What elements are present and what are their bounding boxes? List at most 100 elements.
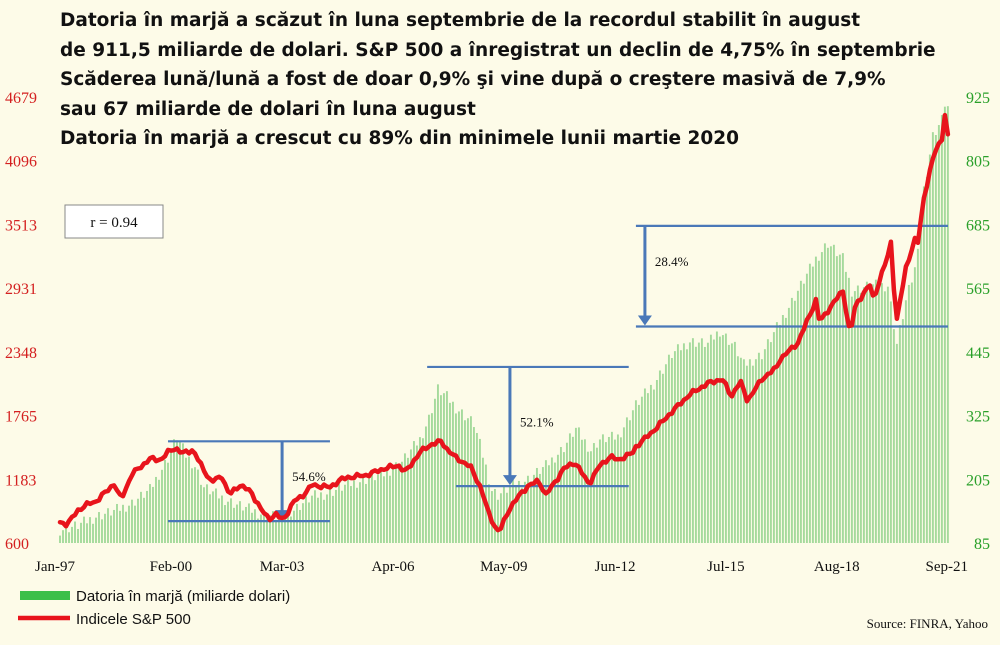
margin-debt-bar (913, 267, 916, 543)
legend-bar-label: Datoria în marjă (miliarde dolari) (76, 588, 290, 605)
legend-line-label: Indicele S&P 500 (76, 611, 191, 628)
margin-debt-bar (275, 519, 277, 543)
headline: Datoria în marjă a scăzut în luna septem… (60, 6, 990, 154)
margin-debt-bar (131, 499, 133, 543)
margin-debt-bar (727, 344, 730, 543)
margin-debt-bar (784, 317, 787, 543)
left-axis-tick: 4679 (5, 90, 37, 107)
margin-debt-bar (161, 469, 163, 543)
margin-debt-bar (188, 456, 190, 543)
margin-debt-bar (799, 280, 802, 543)
margin-debt-bar (781, 315, 784, 543)
margin-debt-bar (901, 319, 904, 543)
margin-debt-bar (457, 411, 460, 543)
margin-debt-bar (143, 497, 145, 543)
margin-debt-bar (868, 288, 871, 543)
margin-debt-bar (383, 476, 385, 543)
margin-debt-bar (170, 450, 172, 543)
margin-debt-bar (155, 476, 157, 543)
margin-debt-bar (673, 351, 676, 543)
margin-debt-bar (808, 263, 811, 543)
margin-debt-bar (326, 494, 328, 543)
margin-debt-bar (359, 482, 361, 543)
margin-debt-bar (517, 480, 520, 543)
margin-debt-bar (122, 504, 124, 543)
left-axis-tick: 2348 (5, 345, 37, 362)
margin-debt-bar (667, 354, 670, 543)
margin-debt-bar (448, 402, 451, 543)
margin-debt-bar (101, 519, 103, 543)
margin-debt-bar (859, 292, 862, 543)
margin-debt-bar (721, 335, 724, 543)
margin-debt-bar (338, 483, 340, 543)
margin-debt-bar (65, 524, 67, 543)
source-note: Source: FINRA, Yahoo (867, 616, 988, 631)
margin-debt-bar (371, 472, 373, 543)
x-axis-tick: Feb-00 (150, 559, 193, 575)
margin-debt-bar (356, 487, 358, 543)
margin-debt-bar (445, 391, 448, 543)
margin-debt-bar (152, 486, 154, 543)
margin-debt-bar (658, 370, 661, 543)
margin-debt-bar (200, 484, 202, 543)
margin-debt-bar (589, 451, 592, 543)
right-axis-tick: 565 (966, 281, 990, 298)
margin-debt-bar (850, 296, 853, 543)
margin-debt-bar (194, 467, 196, 543)
margin-debt-bar (149, 484, 151, 543)
headline-line: Datoria în marjă a scăzut în luna septem… (60, 10, 861, 31)
margin-debt-bar (565, 442, 568, 543)
margin-debt-bar (778, 324, 781, 543)
margin-debt-bar (460, 409, 463, 543)
margin-debt-bar (724, 333, 727, 543)
margin-debt-bar (191, 468, 193, 543)
margin-debt-bar (889, 301, 892, 543)
margin-debt-bar (604, 442, 607, 543)
margin-debt-bar (586, 451, 589, 543)
margin-debt-bar (293, 510, 295, 543)
margin-debt-bar (946, 106, 949, 544)
margin-debt-bar (811, 266, 814, 543)
margin-debt-bar (296, 503, 298, 543)
margin-debt-bar (775, 322, 778, 543)
margin-debt-bar (406, 457, 409, 543)
margin-debt-bars (59, 106, 949, 544)
margin-debt-bar (221, 495, 223, 543)
margin-debt-bar (715, 331, 718, 543)
margin-debt-bar (305, 496, 307, 543)
left-axis-tick: 3513 (5, 217, 37, 234)
margin-debt-bar (344, 484, 346, 543)
drawdown-arrow-head (637, 315, 652, 326)
right-axis-tick: 925 (966, 90, 990, 107)
margin-debt-bar (92, 523, 94, 543)
margin-debt-bar (712, 339, 715, 543)
margin-debt-bar (266, 519, 268, 543)
margin-debt-bar (703, 346, 706, 543)
x-axis-tick: Aug-18 (814, 559, 860, 575)
margin-debt-bar (86, 523, 88, 543)
margin-debt-bar (59, 535, 61, 543)
margin-debt-bar (547, 465, 550, 543)
margin-debt-bar (89, 517, 91, 543)
margin-debt-bar (694, 346, 697, 543)
margin-debt-bar (739, 357, 742, 543)
margin-debt-bar (74, 521, 76, 543)
right-axis-tick: 445 (966, 345, 990, 362)
margin-debt-bar (871, 284, 874, 543)
margin-debt-bar (556, 454, 559, 543)
margin-debt-bar (940, 115, 943, 544)
margin-debt-bar (182, 443, 184, 543)
margin-debt-bar (631, 410, 634, 543)
margin-debt-bar (463, 420, 466, 543)
margin-debt-bar (137, 498, 139, 543)
margin-debt-bar (880, 283, 883, 543)
margin-debt-bar (119, 510, 121, 543)
drawdown-label: 52.1% (520, 415, 554, 430)
margin-debt-bar (83, 516, 85, 543)
margin-debt-bar (601, 434, 604, 543)
right-axis-tick: 805 (966, 154, 990, 171)
margin-debt-bar (335, 489, 337, 543)
margin-debt-bar (418, 437, 421, 543)
margin-debt-bar (493, 489, 496, 543)
